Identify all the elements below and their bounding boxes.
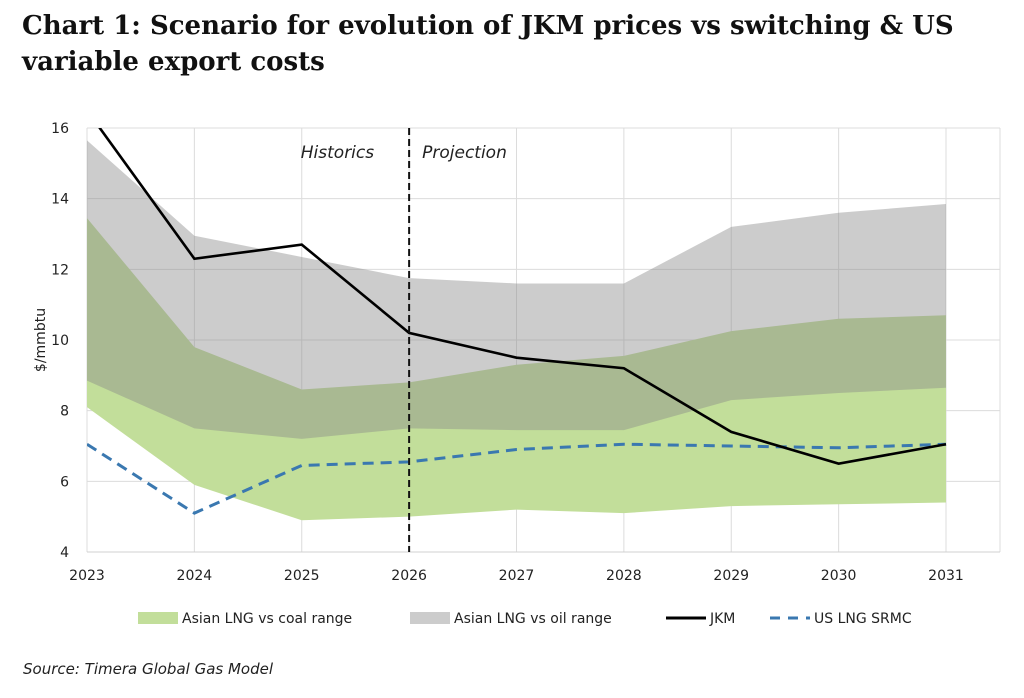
x-tick-label: 2029 [713, 568, 749, 584]
x-tick-label: 2030 [821, 568, 857, 584]
projection-label: Projection [422, 143, 507, 163]
source-note: Source: Timera Global Gas Model [23, 660, 274, 678]
us-lng-srmc-line [87, 442, 947, 515]
y-tick-label: 6 [60, 474, 69, 490]
y-tick-label: 14 [51, 192, 69, 208]
y-tick-label: 10 [51, 333, 69, 349]
x-tick-label: 2024 [177, 568, 213, 584]
jkm-line [98, 128, 947, 466]
plot-area [87, 128, 947, 521]
y-tick-label: 4 [60, 545, 69, 561]
x-tick-label: 2028 [606, 568, 642, 584]
x-tick-label: 2023 [69, 568, 105, 584]
legend-swatch-oil [410, 612, 450, 624]
legend-label: Asian LNG vs oil range [454, 611, 612, 627]
y-tick-label: 12 [51, 262, 69, 278]
x-tick-label: 2031 [928, 568, 964, 584]
legend-swatch-coal [138, 612, 178, 624]
chart-title: Chart 1: Scenario for evolution of JKM p… [22, 11, 954, 77]
oil-range-band [87, 140, 946, 439]
x-tick-label: 2027 [499, 568, 535, 584]
y-axis-label: $/mmbtu [33, 308, 49, 372]
x-tick-label: 2025 [284, 568, 320, 584]
legend-label: Asian LNG vs coal range [182, 611, 352, 627]
legend-label: US LNG SRMC [814, 611, 912, 627]
y-tick-label: 16 [51, 121, 69, 137]
legend-label: JKM [709, 611, 735, 627]
x-tick-label: 2026 [391, 568, 427, 584]
historics-label: Historics [301, 143, 374, 163]
y-tick-label: 8 [60, 404, 69, 420]
